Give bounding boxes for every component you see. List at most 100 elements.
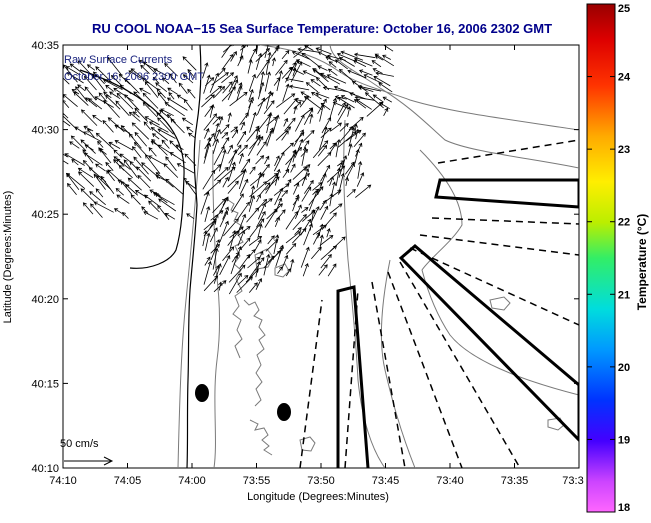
- current-vector: [204, 132, 215, 150]
- current-vector: [378, 102, 390, 110]
- current-vector: [238, 168, 247, 190]
- current-vector: [249, 166, 256, 175]
- current-vector: [320, 205, 329, 220]
- current-vector: [255, 155, 265, 165]
- current-vector: [187, 69, 196, 78]
- current-vector: [290, 163, 296, 173]
- current-vector: [271, 57, 276, 67]
- current-vector: [230, 51, 237, 62]
- current-vector: [257, 223, 263, 239]
- current-vector: [248, 282, 258, 293]
- current-vector: [282, 83, 290, 102]
- current-vector: [346, 188, 356, 198]
- current-vector: [319, 234, 324, 250]
- current-vector: [329, 236, 346, 252]
- current-vector: [82, 149, 94, 164]
- current-vector: [222, 136, 230, 147]
- current-vector: [130, 194, 141, 205]
- current-vector: [236, 130, 246, 146]
- station-marker-2: [277, 403, 291, 421]
- current-vector: [318, 264, 328, 276]
- current-vector: [219, 196, 229, 214]
- current-vector: [313, 69, 329, 83]
- beam-diagonal: [398, 244, 579, 443]
- current-vector: [248, 235, 263, 246]
- current-vector: [300, 218, 312, 236]
- current-vector: [338, 172, 345, 195]
- current-vector: [92, 71, 105, 85]
- current-vector: [213, 145, 225, 166]
- current-vector: [337, 97, 355, 109]
- current-vector: [249, 48, 257, 62]
- radar-beams: [336, 178, 579, 468]
- current-vector: [357, 84, 382, 92]
- current-vector: [332, 101, 350, 110]
- current-vector: [264, 45, 269, 58]
- current-vector: [302, 262, 309, 277]
- current-vector: [139, 87, 151, 95]
- current-vector: [303, 179, 314, 194]
- current-vector: [222, 246, 235, 261]
- current-vector: [148, 200, 160, 213]
- current-vector: [282, 168, 290, 178]
- current-vector: [312, 182, 323, 191]
- current-vector: [165, 178, 184, 195]
- current-vector: [125, 184, 139, 196]
- current-vector: [353, 52, 376, 59]
- current-vector: [293, 173, 311, 187]
- current-vector: [263, 100, 275, 115]
- current-vector: [87, 128, 95, 138]
- current-vector: [231, 129, 239, 139]
- current-vector: [169, 140, 184, 155]
- scale-label: 50 cm/s: [60, 438, 99, 450]
- x-axis: 74:10 74:05 74:00 73:55 73:50 73:45 73:40 73:35…: [49, 45, 584, 487]
- current-vector: [127, 177, 142, 191]
- current-vector: [248, 73, 257, 92]
- current-vector: [229, 229, 237, 252]
- current-vector: [167, 87, 178, 95]
- current-vector: [383, 107, 389, 116]
- current-vector: [347, 143, 353, 156]
- annotation-line-2: October 16, 2006 2300 GMT: [64, 71, 204, 83]
- current-vector: [265, 90, 273, 109]
- current-vector: [69, 141, 80, 149]
- current-vector: [83, 152, 103, 166]
- current-vector: [326, 228, 331, 238]
- current-vector: [65, 172, 86, 190]
- current-vector: [293, 105, 298, 115]
- current-vector: [143, 211, 159, 220]
- current-vector: [275, 197, 283, 213]
- current-vector: [293, 129, 304, 147]
- current-vector: [258, 250, 264, 260]
- current-vector: [267, 235, 275, 245]
- current-vector: [282, 254, 289, 268]
- current-vector: [274, 168, 281, 186]
- current-vector: [108, 141, 121, 149]
- current-vector: [354, 95, 375, 101]
- current-vector: [64, 153, 85, 166]
- current-vector: [256, 171, 263, 188]
- current-vector: [203, 113, 217, 131]
- current-vector: [289, 66, 304, 75]
- current-vector: [227, 180, 239, 194]
- current-vector: [286, 178, 292, 187]
- current-vector: [275, 59, 288, 76]
- current-vector: [134, 131, 148, 147]
- current-vector: [274, 209, 286, 223]
- current-vector: [156, 88, 166, 99]
- current-vector: [237, 201, 250, 219]
- current-vector: [219, 255, 231, 276]
- current-vector: [77, 84, 86, 92]
- current-vector: [255, 52, 263, 70]
- current-vector: [157, 204, 170, 221]
- current-vector: [258, 163, 270, 179]
- current-vector: [142, 92, 159, 109]
- current-vector: [301, 146, 307, 166]
- colorbar: [586, 3, 616, 513]
- current-vector: [357, 161, 363, 179]
- current-vector: [283, 117, 289, 127]
- current-vector: [374, 53, 395, 67]
- current-vector: [263, 198, 273, 206]
- current-vector: [319, 199, 327, 211]
- current-vector: [255, 260, 261, 278]
